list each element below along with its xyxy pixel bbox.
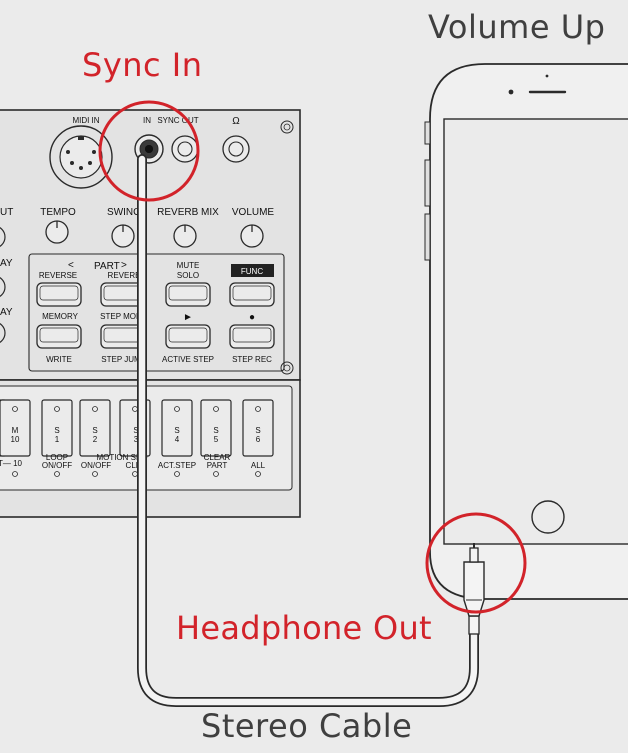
solo-label: SOLO (177, 271, 199, 280)
step-s1-bottom: 1 (55, 435, 60, 444)
step-s5-top: S (213, 426, 218, 435)
screw-top-icon (280, 120, 294, 134)
screw-bottom-icon (280, 361, 294, 375)
step-button-s1[interactable] (41, 399, 73, 457)
reverb-mix-knob-icon (173, 224, 197, 248)
headphone-jack-icon (222, 135, 250, 163)
midi-in-jack-icon (49, 125, 113, 189)
step-s1-top: S (54, 426, 59, 435)
motion-seq-label: MOTION SEQ (96, 453, 147, 462)
step-mode-label: STEP MOD (100, 312, 142, 321)
headphone-jack-label: Ω (232, 116, 240, 127)
left-label-1: UT (0, 207, 13, 218)
phone-camera-icon (508, 89, 514, 95)
step-m10-bottom: 10 (11, 435, 20, 444)
part-clear-label: PART (207, 461, 228, 470)
tempo-knob-icon (45, 220, 69, 244)
left-label-2: AY (0, 258, 13, 269)
all-label: ALL (251, 461, 266, 470)
step-button-s6[interactable] (242, 399, 274, 457)
headphone-out-highlight-circle (425, 512, 527, 614)
step-buttons: M 10 S 1 S 2 S 3 S 4 S (0, 399, 274, 457)
step-s6-bottom: 6 (256, 435, 261, 444)
sync-out-jack-icon (171, 135, 199, 163)
record-button[interactable] (229, 324, 275, 349)
swing-label: SWING (107, 207, 141, 218)
step-s2-top: S (92, 426, 97, 435)
loop-onoff-label: ON/OFF (42, 461, 72, 470)
step-s3-top: S (133, 426, 138, 435)
headphone-out-label: Headphone Out (176, 609, 432, 647)
memory-button[interactable] (36, 324, 82, 349)
clear-label: CLEAR (204, 453, 231, 462)
part-prev-arrow: < (68, 260, 74, 271)
synth-device: MIDI IN IN SYNC OUT Ω (0, 109, 301, 518)
step-button-s5[interactable] (200, 399, 232, 457)
play-icon: ► (183, 312, 193, 323)
part-label: PART (94, 261, 120, 272)
sync-out-label: SYNC OUT (157, 116, 198, 125)
volume-up-label: Volume Up (428, 8, 606, 46)
headphone-plug-icon (463, 543, 485, 635)
swing-knob-icon (111, 224, 135, 248)
record-icon: ● (249, 312, 255, 323)
left-label-3: AY (0, 307, 13, 318)
func-badge (231, 264, 274, 277)
reverse-button[interactable] (36, 282, 82, 307)
active-step-label: ACTIVE STEP (162, 355, 214, 364)
step-s6-top: S (255, 426, 260, 435)
phone-side-button-1 (424, 121, 431, 145)
part-next-arrow: > (121, 260, 127, 271)
phone (424, 63, 628, 600)
volume-label: VOLUME (232, 207, 275, 218)
mute-label: MUTE (177, 261, 200, 270)
button-section-frame (28, 253, 285, 372)
reverse-label: REVERSE (39, 271, 77, 280)
step-button-m10[interactable] (0, 399, 31, 457)
reverb-label: REVERB (108, 271, 141, 280)
sync-in-label: Sync In (82, 46, 203, 84)
func-button[interactable] (229, 282, 275, 307)
step-button-s2[interactable] (79, 399, 111, 457)
memory-label: MEMORY (42, 312, 79, 321)
step-s4-top: S (174, 426, 179, 435)
func-label: FUNC (241, 267, 263, 276)
step-m10-top: M (12, 426, 19, 435)
in-jack-label: IN (143, 116, 151, 125)
motion-onoff-label: ON/OFF (81, 461, 111, 470)
phone-home-button[interactable] (531, 500, 565, 534)
volume-knob-icon (240, 224, 264, 248)
act-step-label: ACT.STEP (158, 461, 196, 470)
phone-screen (443, 118, 628, 545)
step-s4-bottom: 4 (175, 435, 180, 444)
play-button[interactable] (165, 324, 211, 349)
step-jump-label: STEP JUM (101, 355, 141, 364)
reverb-mix-label: REVERB MIX (157, 207, 219, 218)
midi-in-label: MIDI IN (72, 116, 99, 125)
loop-label: LOOP (46, 453, 68, 462)
t10-label: T— 10 (0, 459, 23, 468)
write-label: WRITE (46, 355, 72, 364)
step-rec-label: STEP REC (232, 355, 272, 364)
tempo-label: TEMPO (40, 207, 76, 218)
stereo-cable (137, 145, 485, 707)
sync-in-highlight-circle (98, 100, 200, 202)
phone-volume-up-button[interactable] (424, 159, 431, 207)
step-s3-bottom: 3 (134, 435, 139, 444)
step-s2-bottom: 2 (93, 435, 98, 444)
phone-volume-down-button[interactable] (424, 213, 431, 261)
stereo-cable-label: Stereo Cable (201, 707, 413, 745)
clear-partial-label: CLEA (126, 461, 148, 470)
step-button-s4[interactable] (161, 399, 193, 457)
step-s5-bottom: 5 (214, 435, 219, 444)
mute-solo-button[interactable] (165, 282, 211, 307)
